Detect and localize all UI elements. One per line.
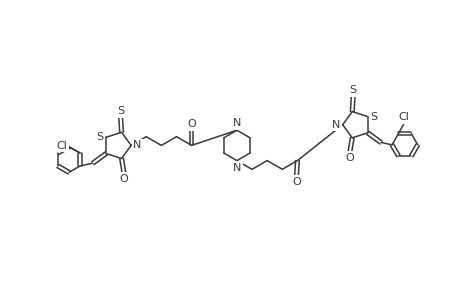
Text: N: N <box>232 118 241 128</box>
Text: Cl: Cl <box>397 112 409 122</box>
Text: S: S <box>370 112 377 122</box>
Text: N: N <box>232 163 241 173</box>
Text: N: N <box>331 120 340 130</box>
Text: S: S <box>96 132 103 142</box>
Text: O: O <box>187 119 196 129</box>
Text: N: N <box>133 140 141 150</box>
Text: O: O <box>291 177 300 187</box>
Text: S: S <box>349 85 356 95</box>
Text: Cl: Cl <box>56 141 67 151</box>
Text: O: O <box>345 153 353 163</box>
Text: O: O <box>119 174 128 184</box>
Text: S: S <box>117 106 124 116</box>
